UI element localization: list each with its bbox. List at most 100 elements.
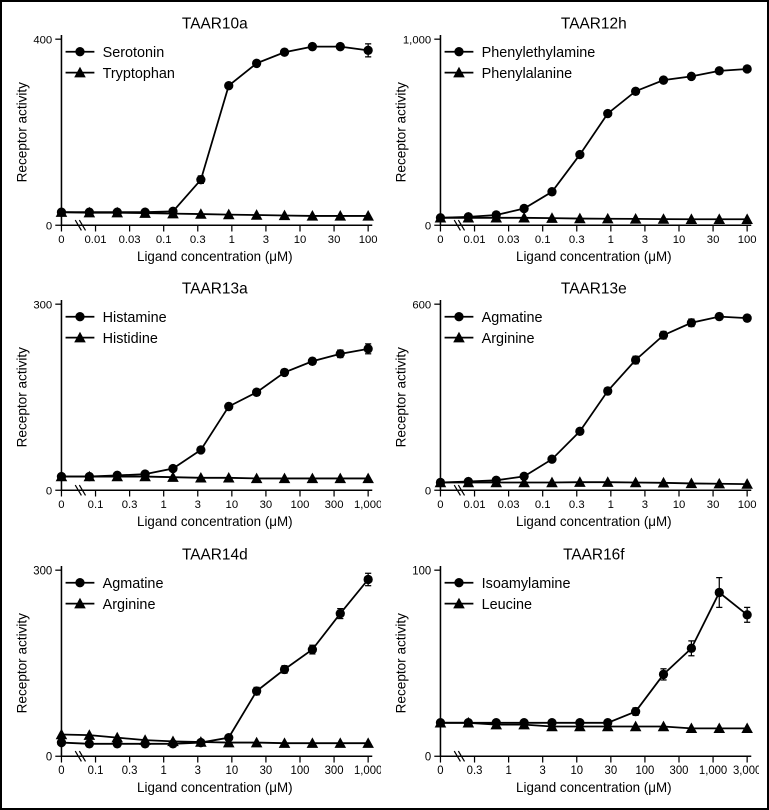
series-line [61,349,368,477]
y-tick-label: 100 [412,565,431,577]
x-tick-label: 0.01 [463,499,485,511]
x-tick-label: 300 [325,499,344,511]
x-tick-label: 0.03 [119,234,141,246]
x-axis-label: Ligand concentration (μM) [516,514,672,529]
legend: HistamineHistidine [66,310,167,347]
x-tick-label: 0.3 [190,234,206,246]
x-tick-label: 100 [291,499,310,511]
legend: Serotonin Tryptophan [66,45,175,82]
legend-label: Leucine [481,596,531,612]
x-tick-label: 0 [58,765,64,777]
x-tick-label: 0.03 [497,499,519,511]
x-tick-label: 0.3 [568,234,584,246]
chart-title: TAAR13a [182,281,248,298]
y-tick-label: 0 [46,486,52,498]
y-axis-label: Receptor activity [393,612,408,713]
x-axis-label: Ligand concentration (μM) [137,779,293,794]
x-tick-label: 1,000 [354,765,381,777]
y-axis-label: Receptor activity [393,82,408,183]
y-axis-label: Receptor activity [15,612,30,713]
y-tick-label: 300 [33,565,52,577]
chart-title: TAAR12h [560,16,626,33]
x-tick-label: 1,000 [354,499,380,511]
x-tick-label: 1 [607,234,613,246]
x-tick-label: 10 [226,499,239,511]
chart-title: TAAR13e [560,281,626,298]
panel-taar13a: TAAR13a0300Receptor activity00.10.313103… [10,277,381,538]
x-tick-label: 30 [328,234,341,246]
x-tick-label: 10 [672,234,685,246]
y-tick-label: 300 [33,300,52,312]
x-tick-label: 10 [294,234,307,246]
x-tick-label: 1 [161,499,167,511]
x-tick-label: 0 [437,765,443,777]
x-tick-label: 0.3 [122,499,138,511]
legend-label: Agmatine [103,576,164,592]
x-tick-label: 1 [607,499,613,511]
x-axis-label: Ligand concentration (μM) [137,514,293,529]
chart-title: TAAR16f [563,546,625,563]
x-tick-label: 3,000 [732,765,759,777]
x-tick-label: 30 [260,765,273,777]
x-axis-label: Ligand concentration (μM) [516,249,672,264]
x-tick-label: 3 [641,234,647,246]
legend: Agmatine Arginine [66,576,164,613]
x-tick-label: 0.3 [568,499,584,511]
x-tick-label: 1,000 [698,765,726,777]
x-tick-label: 10 [226,765,239,777]
x-axis-label: Ligand concentration (μM) [516,779,672,794]
chart-title: TAAR10a [182,16,248,33]
series-line [440,218,747,219]
y-tick-label: 1,000 [402,34,430,46]
y-axis-label: Receptor activity [393,347,408,448]
x-tick-label: 0.01 [85,234,107,246]
x-tick-label: 30 [706,234,719,246]
x-tick-label: 100 [635,765,654,777]
x-tick-label: 0.1 [156,234,172,246]
y-tick-label: 600 [412,300,431,312]
legend: Agmatine Arginine [444,310,542,347]
panel-taar16f: TAAR16f0100Receptor activity00.313103010… [389,543,760,804]
x-tick-label: 0 [437,234,443,246]
legend-label: Phenylethylamine [481,45,595,61]
y-axis-label: Receptor activity [15,82,30,183]
y-tick-label: 0 [46,220,52,232]
legend-label: Serotonin [103,45,165,61]
legend: IsoamylamineLeucine [444,576,570,613]
x-tick-label: 0.1 [88,499,104,511]
x-tick-label: 100 [737,234,756,246]
x-tick-label: 0 [58,499,64,511]
x-tick-label: 0.3 [466,765,482,777]
x-tick-label: 3 [641,499,647,511]
series-line [440,483,747,485]
x-tick-label: 0.1 [88,765,104,777]
x-axis-label: Ligand concentration (μM) [137,249,293,264]
legend-label: Tryptophan [103,66,175,82]
y-tick-label: 400 [33,34,52,46]
x-tick-label: 0 [58,234,64,246]
x-tick-label: 3 [195,765,201,777]
legend-label: Agmatine [481,310,542,326]
legend-label: Histidine [103,331,158,347]
panel-taar10a: TAAR10a 0 400 Receptor activity 0 0.01 0.03 0.1… [10,12,381,273]
series-line [440,69,747,218]
x-tick-label: 0.3 [122,765,138,777]
panel-taar13e: TAAR13e0600Receptor activity00.010.030.1… [389,277,760,538]
x-tick-label: 3 [195,499,201,511]
x-tick-label: 0 [437,499,443,511]
x-tick-label: 0.1 [534,499,550,511]
legend: Phenylethylamine Phenylalanine [444,45,595,82]
x-tick-label: 30 [260,499,273,511]
x-tick-label: 0.03 [497,234,519,246]
y-tick-label: 0 [424,751,430,763]
series-line [61,212,368,216]
legend-label: Arginine [103,596,156,612]
chart-title: TAAR14d [182,546,248,563]
y-tick-label: 0 [424,220,430,232]
legend-label: Arginine [481,331,534,347]
x-tick-label: 30 [706,499,719,511]
x-tick-label: 1 [229,234,235,246]
legend-label: Phenylalanine [481,66,571,82]
x-tick-label: 30 [604,765,617,777]
x-tick-label: 3 [263,234,269,246]
